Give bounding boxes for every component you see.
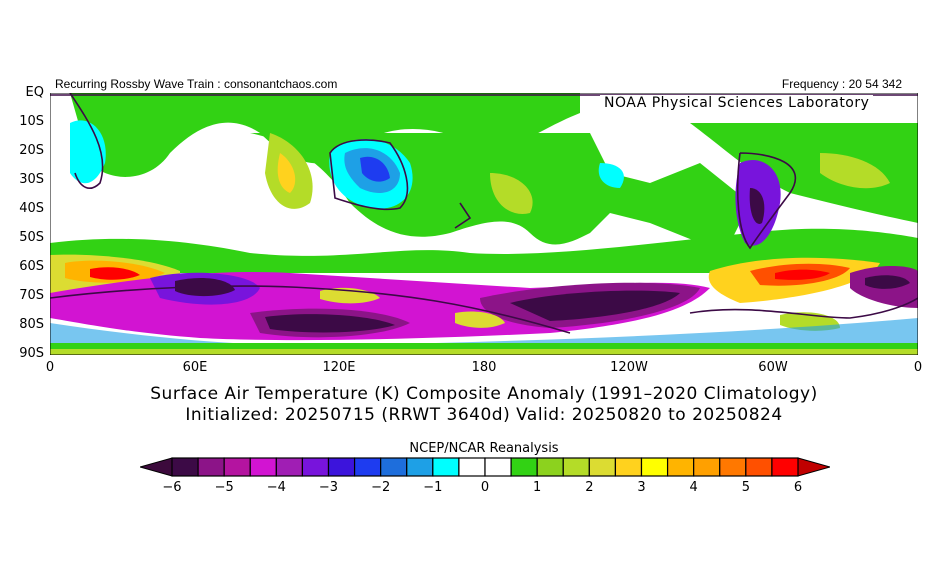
colorbar-swatch [432, 457, 460, 477]
lat-label: 30S [19, 172, 44, 187]
lat-label: 90S [19, 346, 44, 361]
colorbar-swatch [588, 457, 617, 477]
lat-label: 80S [19, 317, 44, 332]
colorbar-over-arrow [797, 457, 830, 477]
lon-label: 180 [471, 360, 497, 375]
colorbar-swatch [614, 457, 643, 477]
colorbar-tick-label: 6 [793, 480, 803, 495]
colorbar-tick-label: −3 [318, 480, 339, 495]
colorbar-swatch [458, 457, 486, 477]
colorbar-tick-label: −2 [371, 480, 391, 495]
lon-label: 0 [913, 360, 923, 375]
colorbar-tick-label: −5 [214, 480, 234, 495]
colorbar-swatch [640, 457, 669, 477]
colorbar-tick-label: −4 [266, 480, 286, 495]
colorbar-swatch [223, 457, 251, 477]
colorbar-swatch [484, 457, 512, 477]
colorbar-swatch [380, 457, 408, 477]
colorbar-tick-label: 3 [637, 480, 646, 495]
colorbar-swatch [406, 457, 434, 477]
lat-label: 60S [19, 259, 44, 274]
colorbar-swatch [562, 457, 590, 477]
colorbar-tick-label: 1 [533, 480, 542, 495]
lat-label: 70S [19, 288, 44, 303]
colorbar-tick-label: 0 [480, 480, 490, 495]
colorbar-swatch [197, 457, 225, 477]
lon-label: 120W [610, 360, 648, 375]
header-left-text: Recurring Rossby Wave Train : consonantc… [55, 77, 338, 91]
colorbar-swatch [510, 457, 538, 477]
colorbar-tick-label: −1 [423, 480, 443, 495]
colorbar-swatch [771, 457, 799, 477]
colorbar-swatch [171, 457, 199, 477]
anomaly-map [50, 93, 918, 355]
chart-subtitle: Initialized: 20250715 (RRWT 3640d) Valid… [185, 405, 783, 425]
colorbar-tick-label: 5 [741, 480, 750, 495]
chart-title: Surface Air Temperature (K) Composite An… [150, 384, 818, 404]
colorbar-swatch [353, 457, 382, 477]
anomaly-fill [50, 93, 918, 355]
frequency-text: Frequency : 20 54 342 [781, 77, 902, 91]
lon-label: 0 [45, 360, 55, 375]
colorbar-swatch [301, 457, 330, 477]
colorbar-swatch [693, 457, 721, 477]
colorbar-swatch [275, 457, 304, 477]
lat-label: 40S [19, 201, 44, 216]
lat-label: 10S [19, 114, 44, 129]
colorbar-swatch [327, 457, 356, 477]
colorbar-tick-label: 2 [585, 480, 594, 495]
lon-label: 120E [322, 360, 356, 375]
lab-name: NOAA Physical Sciences Laboratory [600, 95, 874, 111]
lat-label: 50S [19, 230, 44, 245]
lon-label: 60E [182, 360, 208, 375]
colorbar-tick-label: −6 [162, 480, 182, 495]
lon-label: 60W [758, 360, 788, 375]
colorbar [140, 457, 830, 477]
lat-label: EQ [25, 85, 44, 100]
colorbar-swatch [666, 457, 695, 477]
colorbar-tick-label: 4 [689, 480, 698, 495]
colorbar-label: NCEP/NCAR Reanalysis [409, 441, 559, 456]
colorbar-swatch [249, 457, 277, 477]
colorbar-under-arrow [140, 457, 173, 477]
colorbar-swatch [745, 457, 773, 477]
colorbar-swatch [536, 457, 564, 477]
lat-label: 20S [19, 143, 44, 158]
colorbar-swatch [719, 457, 747, 477]
